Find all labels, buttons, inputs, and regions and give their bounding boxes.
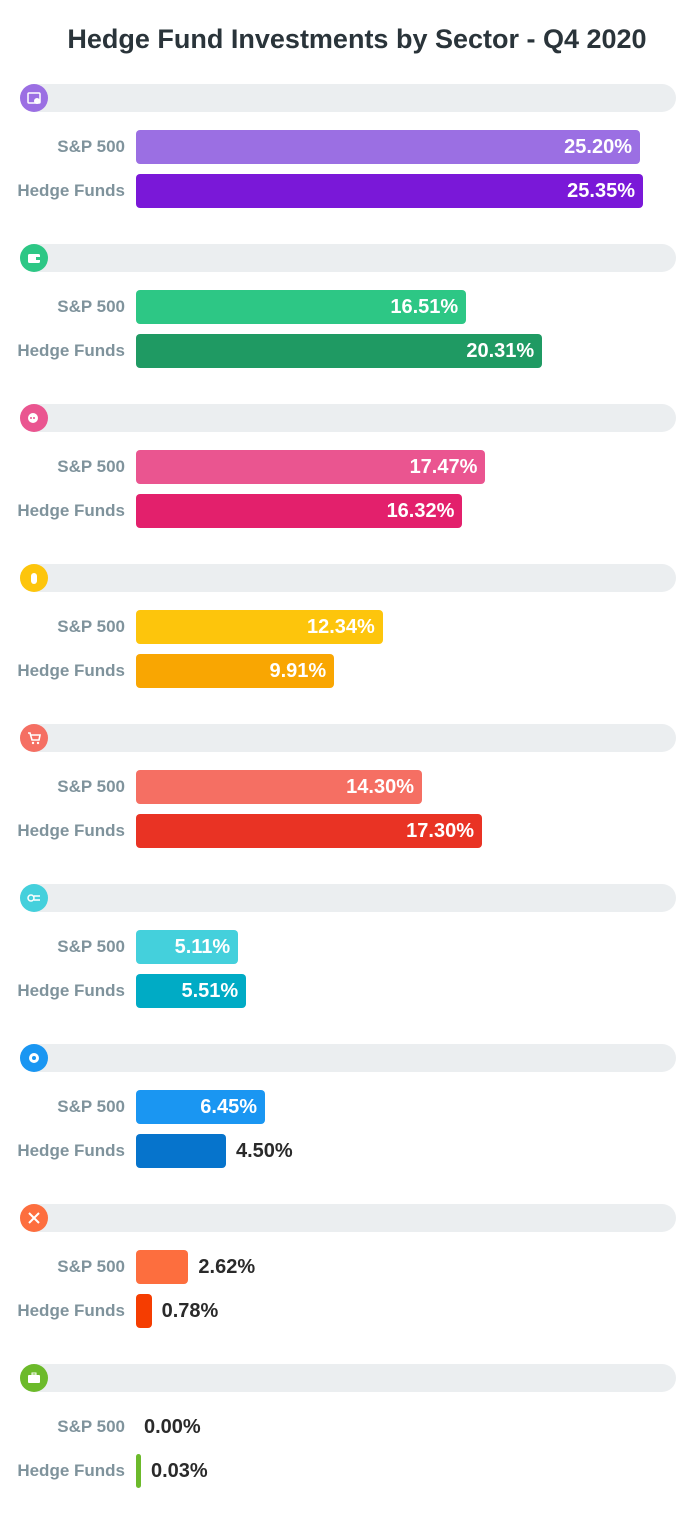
hedge-funds-bar	[136, 494, 463, 528]
sp500-bar	[136, 1090, 265, 1124]
row-label: Hedge Funds	[17, 1301, 125, 1320]
hedge-funds-bar	[136, 334, 543, 368]
wallet-icon	[20, 244, 48, 272]
briefcase-icon	[20, 1364, 48, 1392]
sp500-bar	[136, 930, 239, 964]
row-label: Hedge Funds	[17, 661, 125, 680]
hedge-funds-bar	[136, 1134, 226, 1168]
row-label: Hedge Funds	[17, 1461, 125, 1480]
value-label: 20.31%	[466, 340, 535, 362]
row-label: S&P 500	[57, 777, 125, 796]
row-label: S&P 500	[57, 1417, 125, 1436]
row-label: Hedge Funds	[17, 341, 125, 360]
row-label: S&P 500	[57, 1257, 125, 1276]
sp500-bar	[136, 450, 486, 484]
hand-icon	[20, 564, 48, 592]
row-label: S&P 500	[57, 937, 125, 956]
sector-technology: S&P 500 25.20% Hedge Funds 25.35%	[0, 84, 700, 244]
sp500-bar	[136, 130, 640, 164]
sector-header	[20, 564, 676, 592]
chat-bubbles-icon	[20, 404, 48, 432]
value-label: 16.32%	[386, 500, 455, 522]
row-label: Hedge Funds	[17, 821, 125, 840]
sp500-bar	[136, 770, 422, 804]
sector-services: S&P 500 17.47% Hedge Funds 16.32%	[0, 404, 700, 564]
hedge-funds-bar	[136, 174, 643, 208]
sector-header	[20, 884, 676, 912]
sector-header	[20, 84, 676, 112]
sp500-bar	[136, 1250, 189, 1284]
sector-header	[20, 1364, 676, 1392]
sector-utilities: S&P 500 2.62% Hedge Funds 0.78%	[0, 1204, 700, 1364]
gear-icon	[20, 1044, 48, 1072]
sector-consumer-goods: S&P 500 14.30% Hedge Funds 17.30%	[0, 724, 700, 884]
hedge-funds-bar	[136, 814, 482, 848]
hedge-funds-bar	[136, 654, 335, 688]
browser-gear-icon	[20, 84, 48, 112]
sector-industrial-goods: S&P 500 6.45% Hedge Funds 4.50%	[0, 1044, 700, 1204]
row-label: S&P 500	[57, 617, 125, 636]
value-label: 2.62%	[198, 1256, 256, 1278]
row-label: Hedge Funds	[17, 501, 125, 520]
value-label: 6.45%	[200, 1096, 257, 1118]
sector-header	[20, 1204, 676, 1232]
hedge-funds-bar	[136, 974, 247, 1008]
value-label: 0.78%	[161, 1300, 219, 1322]
hedge-funds-bar	[136, 1294, 152, 1328]
sector-header	[20, 724, 676, 752]
value-label: 17.30%	[406, 820, 474, 842]
sector-healthcare: S&P 500 12.34% Hedge Funds 9.91%	[0, 564, 700, 724]
row-label: S&P 500	[57, 457, 125, 476]
value-label: 0.00%	[144, 1416, 201, 1438]
sector-header	[20, 244, 676, 272]
tools-icon	[20, 1204, 48, 1232]
value-label: 4.50%	[236, 1140, 293, 1162]
row-label: Hedge Funds	[17, 181, 125, 200]
row-label: S&P 500	[57, 137, 125, 156]
sp500-bar	[136, 290, 467, 324]
row-label: S&P 500	[57, 297, 125, 316]
value-label: 25.20%	[564, 136, 632, 158]
row-label: S&P 500	[57, 1097, 125, 1116]
sector-conglomerates: S&P 500 0.00% Hedge Funds 0.03%	[0, 1364, 700, 1524]
sp500-bar	[136, 610, 383, 644]
sector-header	[20, 1044, 676, 1072]
row-label: Hedge Funds	[17, 981, 125, 1000]
value-label: 25.35%	[567, 180, 635, 202]
value-label: 17.47%	[409, 456, 478, 478]
materials-icon	[20, 884, 48, 912]
value-label: 16.51%	[390, 296, 459, 318]
chart-title: Hedge Fund Investments by Sector - Q4 20…	[67, 24, 647, 54]
value-label: 12.34%	[306, 616, 375, 638]
value-label: 0.03%	[151, 1460, 208, 1482]
value-label: 9.91%	[269, 660, 327, 682]
value-label: 5.51%	[181, 980, 239, 1002]
shopping-cart-icon	[20, 724, 48, 752]
sector-basic-materials: S&P 500 5.11% Hedge Funds 5.51%	[0, 884, 700, 1044]
value-label: 5.11%	[174, 936, 231, 958]
hedge-funds-bar	[136, 1454, 141, 1488]
sector-header	[20, 404, 676, 432]
value-label: 14.30%	[346, 776, 414, 798]
sector-financial: S&P 500 16.51% Hedge Funds 20.31%	[0, 244, 700, 404]
row-label: Hedge Funds	[17, 1141, 125, 1160]
